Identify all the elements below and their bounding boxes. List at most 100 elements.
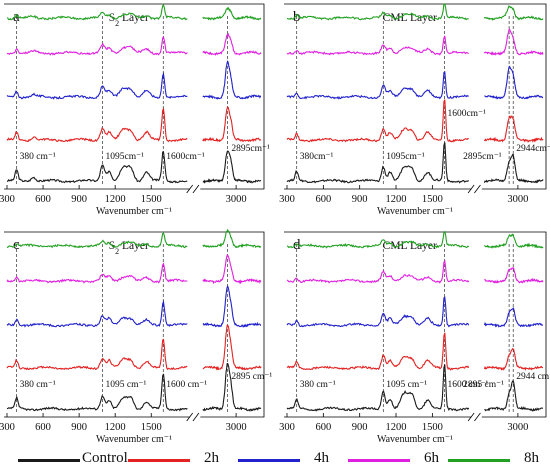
series-line-control [484,380,544,412]
peak-annotation: 1095 cm⁻¹ [106,380,147,390]
peak-annotation: 2895cm⁻¹ [463,152,502,162]
peak-annotation: 2895 cm⁻¹ [231,372,272,382]
x-axis-label: Wavenumber cm⁻¹ [377,434,453,445]
series-line-control [483,153,544,184]
x-tick-label: 1500 [422,194,443,205]
axis-break-mark [186,184,200,194]
spectra [6,228,262,412]
legend-label-control: Control [82,450,128,466]
peak-annotation: 2944 cm⁻¹ [516,372,550,382]
legend-swatch-2h [128,459,190,462]
peak-annotation: 380 cm⁻¹ [300,380,336,390]
panel-c: cS2 Layer300600900120015003000Wavenumber… [0,228,272,445]
series-line-2h [202,106,262,143]
x-tick-label: 600 [35,194,51,205]
peak-annotation: 380 cm⁻¹ [20,380,56,390]
series-line-4h [6,300,188,328]
peak-annotation: 2944cm⁻¹ [516,144,550,154]
x-tick-label: 600 [35,422,51,433]
legend: Control 2h 4h 6h 8h [0,448,550,473]
series-line-2h [286,99,469,143]
legend-swatch-8h [448,459,510,462]
x-tick-label: 900 [352,422,368,433]
x-axis-label: Wavenumber cm⁻¹ [96,434,172,445]
peak-annotation: 1600 cm⁻¹ [447,380,488,390]
x-tick-label: 1200 [386,422,407,433]
plot-frame [284,231,547,418]
x-tick-label: 300 [0,194,15,205]
x-tick-label: 1500 [141,194,162,205]
x-tick-label: 3000 [507,194,528,205]
series-line-control [6,151,188,184]
legend-swatch-6h [348,459,410,462]
series-line-6h [484,266,544,284]
x-tick-label: 300 [279,422,295,433]
x-tick-label: 3000 [226,422,247,433]
x-tick-label: 1500 [141,422,162,433]
series-line-4h [202,60,261,100]
spectra [286,3,544,184]
legend-label-2h: 2h [204,450,219,466]
peak-annotation: 380 cm⁻¹ [20,152,56,162]
series-line-4h [483,306,544,328]
panel-title: S2 Layer [109,12,149,28]
series-line-2h [483,347,544,371]
series-line-8h [6,3,188,21]
peak-annotation: 1095cm⁻¹ [106,152,145,162]
x-tick-label: 900 [352,194,368,205]
peak-annotation: 380cm⁻¹ [300,152,334,162]
panel-a: aS2 Layer300600900120015003000Wavenumber… [0,3,270,217]
legend-item-6h: 6h [348,448,440,470]
panel-title: CML Layer [383,240,437,252]
legend-label-8h: 8h [524,450,539,466]
x-tick-label: 600 [315,422,331,433]
series-line-4h [286,71,469,100]
series-line-4h [484,65,544,100]
series-line-6h [6,36,188,56]
series-line-8h [286,230,470,249]
legend-item-4h: 4h [238,448,330,470]
x-tick-label: 900 [71,194,87,205]
legend-item-8h: 8h [448,448,548,470]
legend-item-2h: 2h [128,448,220,470]
plot-frame [4,3,265,190]
plot-frame [284,3,547,190]
series-line-8h [6,232,188,249]
x-tick-label: 3000 [226,194,247,205]
series-line-8h [483,233,544,249]
spectra [6,3,262,184]
x-tick-label: 900 [71,422,87,433]
series-line-2h [483,115,544,143]
series-line-4h [202,285,262,328]
peak-annotation: 1095 cm⁻¹ [386,380,427,390]
x-tick-label: 1200 [105,422,126,433]
x-tick-label: 3000 [507,422,528,433]
legend-swatch-4h [238,459,300,462]
series-line-4h [286,296,470,328]
x-tick-label: 1200 [386,194,407,205]
x-axis-label: Wavenumber cm⁻¹ [96,206,172,217]
plot-frame [4,231,265,418]
axis-break-mark [467,412,481,422]
series-line-control [6,373,188,412]
legend-swatch-control [18,459,80,462]
series-line-6h [286,35,469,56]
panel-title: CML Layer [383,12,437,24]
series-line-control [286,364,470,412]
series-line-6h [6,262,188,284]
peak-annotation: 1600cm⁻¹ [447,109,486,119]
series-line-6h [286,259,470,284]
x-tick-label: 600 [315,194,331,205]
series-line-2h [6,338,188,371]
peak-annotation: 1095cm⁻¹ [386,152,425,162]
panel-title: S2 Layer [109,240,149,256]
series-line-8h [483,5,544,21]
series-line-control [202,363,262,412]
legend-label-4h: 4h [314,450,329,466]
series-line-8h [202,6,262,21]
peak-annotation: 2895 cm⁻¹ [463,380,504,390]
series-line-6h [202,32,262,56]
